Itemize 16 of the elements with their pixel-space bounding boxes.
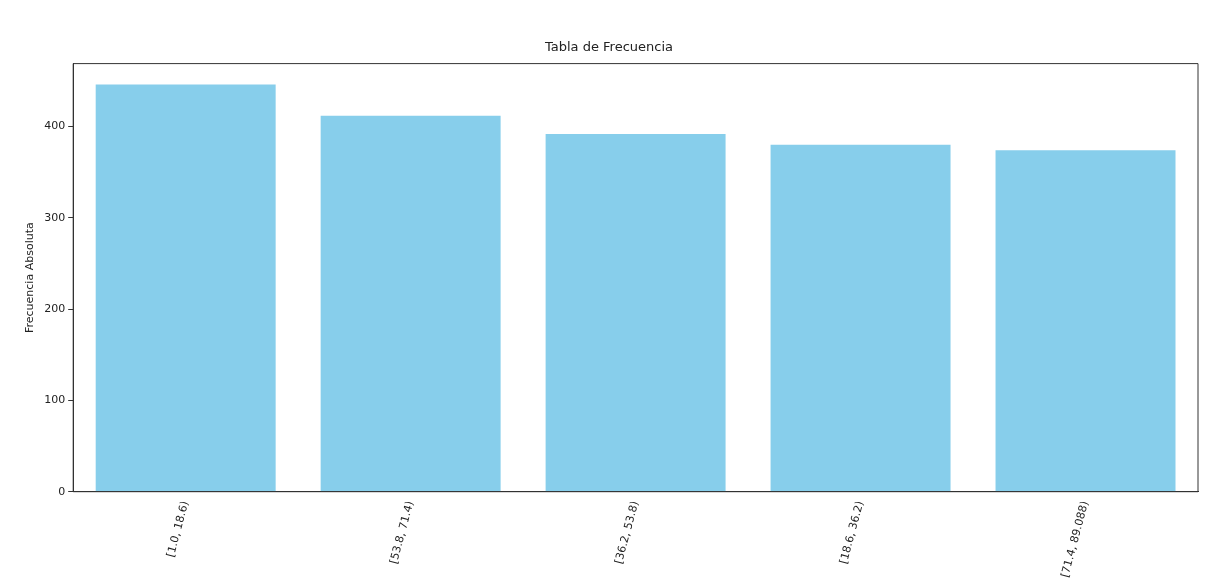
x-tick-label: [1.0, 18.6) xyxy=(163,499,192,559)
x-tick-label: [36.2, 53.8) xyxy=(611,499,642,566)
y-axis-title: Frecuencia Absoluta xyxy=(23,222,37,334)
bar xyxy=(770,144,951,492)
bar xyxy=(320,115,501,492)
x-tick-label: [18.6, 36.2) xyxy=(836,499,867,566)
bar xyxy=(545,133,726,492)
bar xyxy=(995,150,1176,492)
y-tick-label: 200 xyxy=(44,302,66,315)
x-tick-label: [53.8, 71.4) xyxy=(387,499,417,566)
chart-title: Tabla de Frecuencia xyxy=(543,39,674,55)
bar xyxy=(95,84,276,492)
y-tick-label: 100 xyxy=(44,393,66,407)
y-tick-label: 0 xyxy=(58,484,66,498)
y-tick-label: 300 xyxy=(44,210,66,224)
y-tick-label: 400 xyxy=(44,119,66,133)
